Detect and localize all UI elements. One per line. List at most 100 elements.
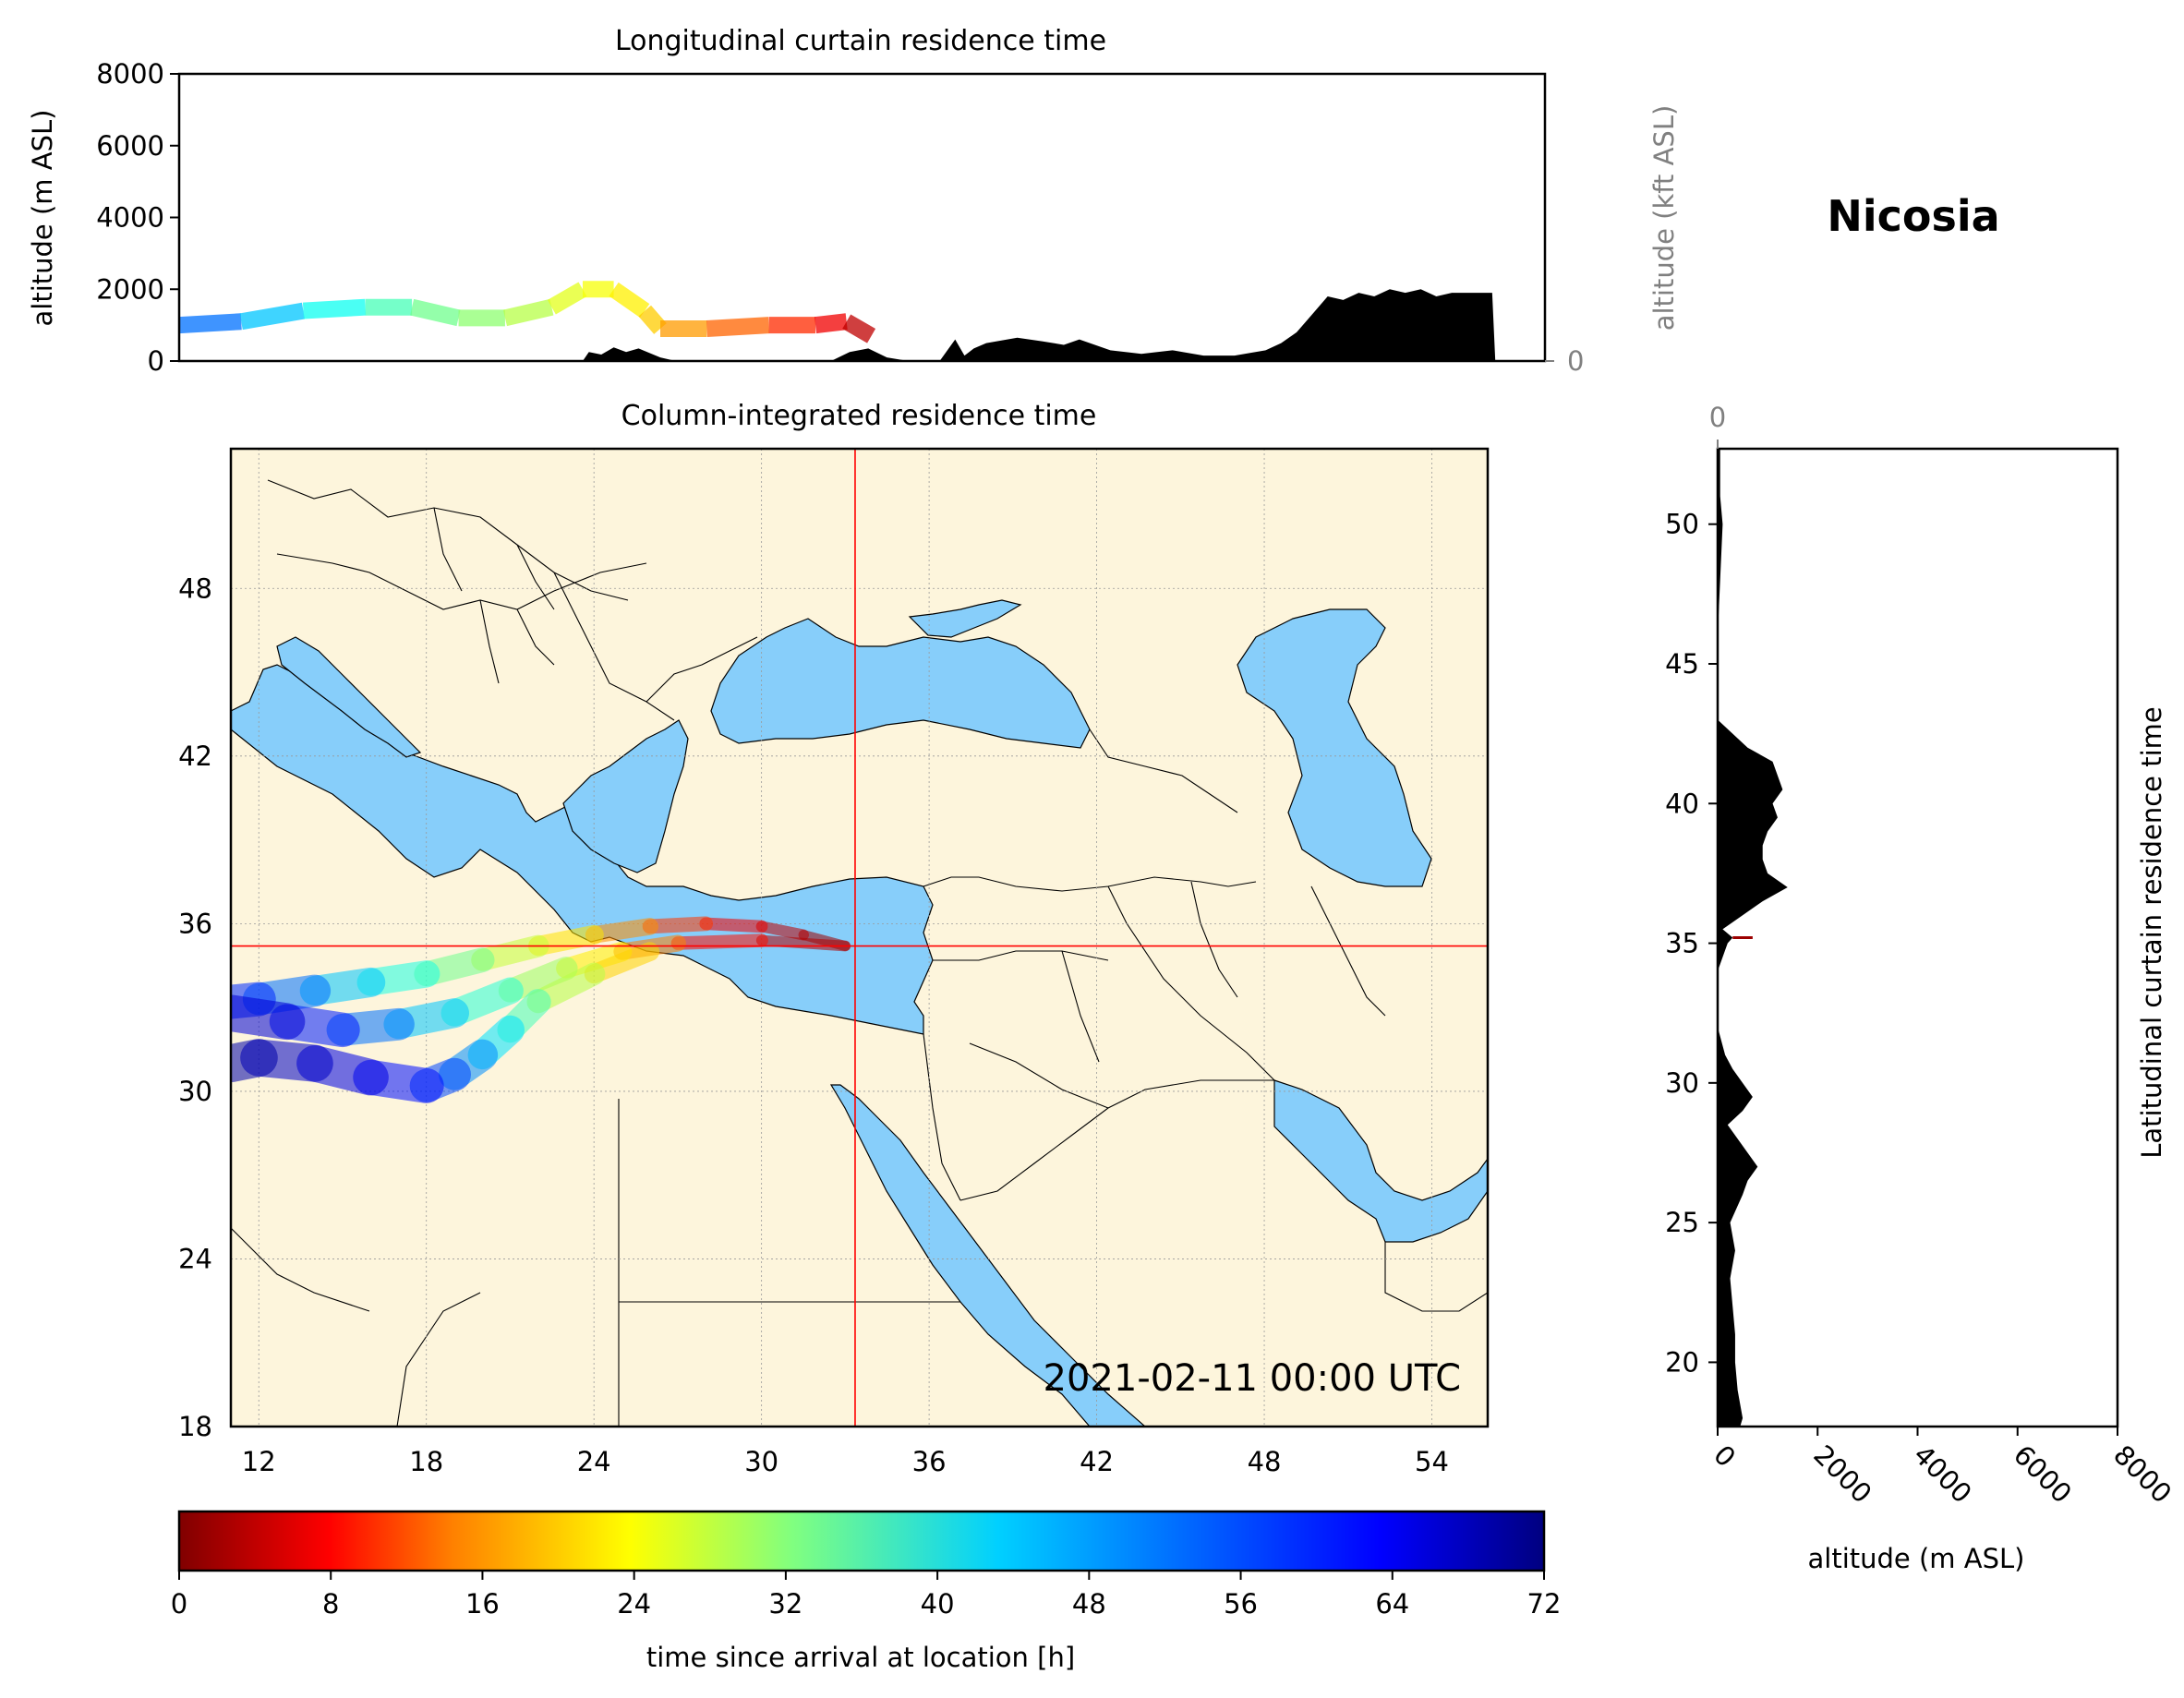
- map-plume: [231, 916, 851, 1103]
- colorbar-tick-label: 8: [322, 1588, 339, 1620]
- plume-segment: [231, 994, 306, 1041]
- xtick-label: 4000: [1908, 1439, 1978, 1509]
- map-yticks: 18 24 30 36 42 48: [178, 572, 212, 1442]
- longitudinal-yticks-right: 050100: [1545, 345, 1584, 377]
- ytick-label: 45: [1665, 648, 1699, 680]
- release-crosshair: [231, 449, 1488, 1427]
- colorbar-label: time since arrival at location [h]: [646, 1642, 1075, 1673]
- map-panel: Column-integrated residence time: [178, 400, 1490, 1477]
- plume-segment: [755, 934, 851, 952]
- latitudinal-curtain-frame: [1716, 447, 2119, 1428]
- colorbar-gradient: [177, 1510, 1546, 1572]
- ytick-right-label: 0: [1567, 345, 1584, 377]
- country-borders: [231, 479, 1488, 1427]
- colorbar-tick-label: 40: [921, 1588, 955, 1620]
- xtick-label: 54: [1415, 1446, 1449, 1477]
- latitudinal-curtain-grid: [1717, 449, 1719, 1427]
- black-sea: [710, 618, 1091, 749]
- xtick-top-label: 0: [1709, 402, 1726, 433]
- colorbar-tick-label: 56: [1224, 1588, 1258, 1620]
- plume-segment: [179, 313, 242, 334]
- xtick-label: 6000: [2008, 1439, 2078, 1509]
- map-xticks: 12 18 24 30 36 42 48 54: [242, 1446, 1449, 1477]
- station-title: Nicosia: [1827, 191, 1999, 241]
- colorbar-tick-label: 16: [465, 1588, 500, 1620]
- ytick-label: 8000: [96, 58, 164, 90]
- xtick-label: 18: [409, 1446, 443, 1477]
- colorbar-tick-label: 64: [1375, 1588, 1409, 1620]
- plume-segment: [755, 921, 810, 941]
- plume-segment: [638, 305, 667, 334]
- ytick-label: 50: [1665, 509, 1699, 540]
- latitudinal-xticks: 0 2000 4000 6000 8000: [1707, 1427, 2178, 1510]
- plume-segment: [670, 933, 768, 950]
- sea-of-azov: [908, 599, 1022, 638]
- xtick-label: 2000: [1807, 1439, 1877, 1509]
- plume-segment: [814, 313, 848, 334]
- colorbar-tick-label: 24: [617, 1588, 651, 1620]
- longitudinal-curtain-panel: Longitudinal curtain residence time 0 200…: [27, 25, 1680, 377]
- ytick-label: 42: [178, 741, 212, 772]
- ytick-label: 6000: [96, 130, 164, 162]
- xtick-label: 0: [1707, 1439, 1742, 1473]
- colorbar-tick-label: 72: [1527, 1588, 1562, 1620]
- xtick-label: 30: [744, 1446, 778, 1477]
- xtick-label: 42: [1080, 1446, 1114, 1477]
- longitudinal-ylabel-right: altitude (kft ASL): [1648, 105, 1680, 331]
- latitudinal-xticks-top: 050100: [1709, 402, 1726, 449]
- xtick-label: 8000: [2107, 1439, 2178, 1509]
- ytick-label: 35: [1665, 928, 1699, 959]
- map-title: Column-integrated residence time: [621, 400, 1097, 432]
- plume-segment: [239, 302, 305, 331]
- latitudinal-curtain-title: Latitudinal curtain residence time: [2136, 706, 2167, 1159]
- ytick-label: 4000: [96, 202, 164, 234]
- longitudinal-yticks: 0 2000 4000 6000 8000: [96, 58, 179, 377]
- plume-segment: [502, 298, 554, 327]
- plume-segment: [302, 298, 367, 319]
- xtick-label: 12: [242, 1446, 276, 1477]
- colorbar-tick-label: 32: [768, 1588, 802, 1620]
- latitudinal-terrain-profile: [1718, 449, 1788, 1427]
- ytick-label: 36: [178, 908, 212, 939]
- plume-segment: [699, 917, 768, 933]
- aegean-sea: [562, 719, 689, 873]
- plume-segment: [547, 282, 587, 315]
- ytick-label: 25: [1665, 1207, 1699, 1238]
- ytick-label: 30: [178, 1076, 212, 1107]
- ytick-label: 18: [178, 1411, 212, 1442]
- longitudinal-ylabel: altitude (m ASL): [27, 110, 58, 327]
- longitudinal-plume: [179, 281, 876, 343]
- latitudinal-xlabel: altitude (m ASL): [1808, 1543, 2025, 1574]
- longitudinal-curtain-title: Longitudinal curtain residence time: [615, 25, 1106, 57]
- map-frame: [229, 447, 1490, 1428]
- border-lines: [231, 479, 1488, 1427]
- ytick-label: 0: [148, 345, 164, 377]
- ytick-label: 24: [178, 1243, 212, 1274]
- plume-segment: [642, 916, 714, 934]
- ytick-label: 48: [178, 572, 212, 604]
- ytick-label: 20: [1665, 1346, 1699, 1378]
- ytick-label: 30: [1665, 1067, 1699, 1099]
- colorbar: 0 8 16 24 32 40 48 56 64 72 time since arrival at…: [171, 1510, 1562, 1673]
- timestamp-label: 2021-02-11 00:00 UTC: [1044, 1357, 1461, 1400]
- persian-gulf: [1273, 1079, 1488, 1243]
- caspian-sea: [1237, 608, 1432, 887]
- plume-segment: [842, 314, 876, 343]
- plume-segment: [231, 1039, 278, 1083]
- xtick-label: 36: [912, 1446, 947, 1477]
- xtick-label: 24: [577, 1446, 611, 1477]
- red-sea: [829, 1084, 1146, 1427]
- plume-segment: [609, 282, 650, 318]
- colorbar-tick-label: 48: [1072, 1588, 1106, 1620]
- xtick-label: 48: [1248, 1446, 1282, 1477]
- ytick-label: 2000: [96, 273, 164, 305]
- adriatic-sea: [276, 636, 422, 758]
- plume-segment: [410, 298, 461, 327]
- latitudinal-yticks: 20 25 30 35 40 45 50: [1665, 509, 1718, 1378]
- plume-segment: [706, 317, 770, 337]
- longitudinal-terrain-profile: [179, 289, 1496, 361]
- colorbar-ticks: 0 8 16 24 32 40 48 56 64 72: [171, 1571, 1562, 1620]
- ytick-label: 40: [1665, 788, 1699, 819]
